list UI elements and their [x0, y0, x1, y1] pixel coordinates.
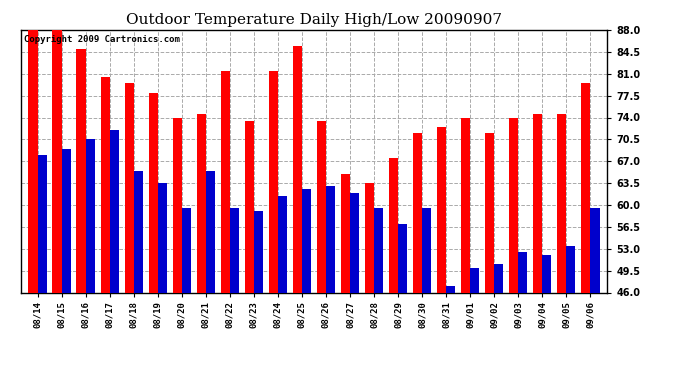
Bar [558, 114, 566, 375]
Bar [341, 174, 350, 375]
Bar [374, 208, 383, 375]
Bar [470, 267, 480, 375]
Bar [494, 264, 504, 375]
Bar [509, 117, 518, 375]
Bar [302, 189, 311, 375]
Bar [52, 27, 61, 375]
Bar [101, 77, 110, 375]
Bar [134, 171, 143, 375]
Bar [398, 224, 407, 375]
Bar [158, 183, 167, 375]
Bar [197, 114, 206, 375]
Bar [28, 30, 37, 375]
Bar [148, 93, 158, 375]
Text: Copyright 2009 Cartronics.com: Copyright 2009 Cartronics.com [23, 35, 179, 44]
Bar [350, 192, 359, 375]
Bar [110, 130, 119, 375]
Bar [446, 286, 455, 375]
Bar [245, 121, 254, 375]
Bar [181, 208, 191, 375]
Bar [77, 49, 86, 375]
Bar [37, 155, 47, 375]
Bar [437, 127, 446, 375]
Bar [533, 114, 542, 375]
Bar [581, 83, 591, 375]
Bar [542, 255, 551, 375]
Bar [326, 186, 335, 375]
Bar [413, 133, 422, 375]
Bar [591, 208, 600, 375]
Bar [518, 252, 527, 375]
Bar [461, 117, 470, 375]
Bar [206, 171, 215, 375]
Bar [230, 208, 239, 375]
Bar [389, 158, 398, 375]
Bar [485, 133, 494, 375]
Bar [86, 140, 95, 375]
Bar [278, 196, 287, 375]
Bar [269, 70, 278, 375]
Bar [221, 70, 230, 375]
Bar [124, 83, 134, 375]
Bar [254, 211, 263, 375]
Bar [61, 149, 70, 375]
Bar [422, 208, 431, 375]
Bar [566, 246, 575, 375]
Bar [365, 183, 374, 375]
Bar [172, 117, 181, 375]
Bar [317, 121, 326, 375]
Title: Outdoor Temperature Daily High/Low 20090907: Outdoor Temperature Daily High/Low 20090… [126, 13, 502, 27]
Bar [293, 46, 302, 375]
